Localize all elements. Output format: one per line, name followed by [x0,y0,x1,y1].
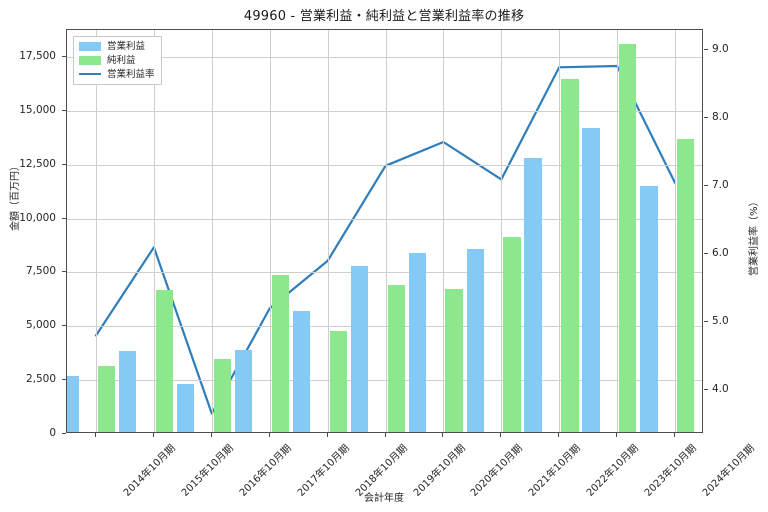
y-axis-left-tick-label: 17,500 [19,49,56,62]
legend-item: 純利益 [79,55,155,66]
y-axis-right-tick-label: 5.0 [712,314,729,327]
gridline-vertical [617,30,618,432]
bar-operating-profit [177,383,195,432]
bar-operating-profit [582,128,600,432]
chart-title: 49960 - 営業利益・純利益と営業利益率の推移 [243,9,525,24]
x-axis-tick-mark [385,433,386,437]
gridline-horizontal [67,326,702,328]
x-axis-tick-mark [95,433,96,437]
bar-operating-profit [524,158,542,432]
gridline-vertical [559,30,560,432]
y-axis-left-tick-label: 2,500 [25,373,56,386]
x-axis-tick-mark [327,433,328,437]
bar-operating-profit [67,375,79,432]
x-axis-tick-mark [500,433,501,437]
bar-net-profit [677,138,695,432]
y-axis-right-tick-label: 6.0 [712,247,729,260]
gridline-vertical [270,30,271,432]
gridline-vertical [386,30,387,432]
gridline-vertical [501,30,502,432]
y-axis-left-tick-label: 0 [49,427,56,439]
legend-item: 営業利益率 [79,69,155,80]
y-axis-left-tick-mark [62,55,66,57]
gridline-horizontal [67,218,702,220]
y-axis-right-tick-mark [704,117,708,119]
x-axis-tick-mark [211,433,212,437]
x-axis-tick-mark [269,433,270,437]
gridline-horizontal [67,272,702,274]
y-axis-right-tick-label: 8.0 [712,111,729,124]
gridline-horizontal [67,380,702,382]
bar-operating-profit [234,350,253,432]
y-axis-left-title: 金額（百万円） [10,161,21,231]
bar-net-profit [619,44,637,432]
y-axis-right-tick-label: 7.0 [712,179,729,192]
x-axis-tick-mark [558,433,559,437]
legend-bar-swatch-icon [79,42,101,51]
x-axis-tick-mark [153,433,154,437]
gridline-vertical [443,30,444,432]
bar-operating-profit [640,186,658,432]
y-axis-left-tick-label: 15,000 [19,103,56,116]
bar-operating-profit [350,266,369,432]
bar-net-profit [503,237,521,432]
bar-net-profit [329,330,347,432]
y-axis-left-tick-mark [62,325,66,327]
y-axis-left-tick-mark [62,109,66,111]
bar-operating-profit [292,311,311,432]
y-axis-right-tick-mark [704,253,708,255]
bar-net-profit [213,358,232,432]
y-axis-right-tick-mark [704,320,708,322]
x-axis-tick-mark [674,433,675,437]
y-axis-left-tick-label: 5,000 [25,319,56,332]
y-axis-left-tick-mark [62,433,66,434]
y-axis-left-tick-mark [62,217,66,219]
bar-net-profit [155,289,174,432]
y-axis-left-tick-mark [62,163,66,165]
legend-item-label: 純利益 [107,55,136,66]
gridline-vertical [96,30,97,432]
x-axis-tick-mark [616,433,617,437]
gridline-vertical [212,30,213,432]
gridline-horizontal [67,110,702,112]
legend-item: 営業利益 [79,41,155,52]
gridline-horizontal [67,164,702,166]
legend-item-label: 営業利益 [107,41,146,52]
bar-operating-profit [119,351,137,432]
y-axis-right-tick-mark [704,185,708,187]
bar-net-profit [97,366,116,432]
legend-line-swatch-icon [79,70,101,79]
x-axis-tick-mark [442,433,443,437]
bar-net-profit [445,288,463,432]
y-axis-right-tick-label: 4.0 [712,382,729,395]
bar-net-profit [387,285,405,432]
y-axis-right-tick-mark [704,388,708,390]
plot-area [66,29,703,433]
gridline-vertical [154,30,155,432]
y-axis-right-tick-mark [704,49,708,51]
gridline-horizontal [67,56,702,58]
bar-operating-profit [408,253,427,432]
x-axis-title: 会計年度 [364,493,404,504]
legend-bar-swatch-icon [79,56,101,65]
y-axis-right-tick-label: 9.0 [712,43,729,56]
bar-net-profit [561,78,579,432]
y-axis-left-tick-label: 10,000 [19,211,56,224]
bar-operating-profit [466,248,484,432]
gridline-vertical [328,30,329,432]
chart-legend: 営業利益純利益営業利益率 [73,36,162,85]
y-axis-left-tick-label: 12,500 [19,157,56,170]
y-axis-left-tick-mark [62,271,66,273]
legend-item-label: 営業利益率 [107,69,155,80]
y-axis-left-tick-mark [62,379,66,381]
y-axis-right-title: 営業利益率（%） [749,196,760,276]
gridline-vertical [675,30,676,432]
y-axis-left-tick-label: 7,500 [25,265,56,278]
bar-net-profit [271,274,290,432]
